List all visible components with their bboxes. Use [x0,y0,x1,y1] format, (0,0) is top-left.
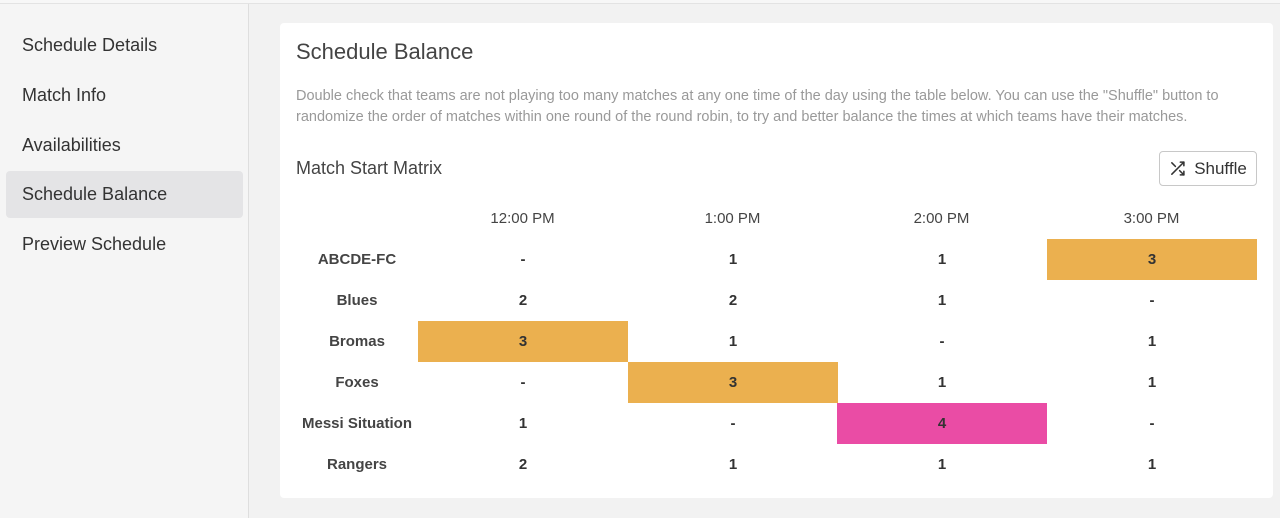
row-header: Foxes [335,374,379,391]
matrix-cell: 3 [628,362,838,403]
matrix-cell: 2 [728,292,738,309]
shuffle-icon [1171,161,1185,176]
matrix-title: Match Start Matrix [296,158,443,178]
matrix-cell: 1 [728,251,738,268]
row-header: ABCDE-FC [317,251,397,268]
matrix-cell: 1 [937,456,947,473]
matrix-cell: 1 [518,415,528,432]
sidebar-item-schedule-balance[interactable]: Schedule Balance [6,171,243,218]
page-title: Schedule Balance [296,39,474,64]
matrix-cell: - [520,374,526,391]
row-header: Bromas [329,333,385,350]
matrix-cell: 1 [728,456,738,473]
matrix-cell: 4 [837,403,1047,444]
column-header: 1:00 PM [704,210,761,227]
matrix-cell: - [1149,415,1155,432]
matrix-cell: 1 [1147,333,1157,350]
column-header: 12:00 PM [490,210,555,227]
matrix-cell: 1 [728,333,738,350]
matrix-cell: 2 [518,456,528,473]
matrix-cell: 1 [1147,456,1157,473]
main-content: Schedule Balance Double check that teams… [250,4,1280,518]
sidebar-item-match-info[interactable]: Match Info [22,85,107,105]
matrix-cell: 1 [1147,374,1157,391]
matrix-cell: - [939,333,945,350]
sidebar-item-availabilities[interactable]: Availabilities [22,135,121,155]
matrix-cell: 2 [518,292,528,309]
column-header: 2:00 PM [913,210,970,227]
shuffle-button[interactable]: Shuffle [1159,151,1257,186]
top-border [0,0,1280,4]
matrix-cell: 3 [1047,239,1257,280]
row-header: Blues [336,292,378,309]
matrix-cell: 1 [937,374,947,391]
row-header: Messi Situation [301,415,413,432]
sidebar: Schedule Details Match Info Availabiliti… [0,4,249,518]
matrix-cell: - [520,251,526,268]
matrix-cell: - [730,415,736,432]
sidebar-item-preview-schedule[interactable]: Preview Schedule [22,234,167,254]
column-header: 3:00 PM [1123,210,1180,227]
matrix-cell: 1 [937,251,947,268]
schedule-balance-card: Schedule Balance Double check that teams… [280,23,1273,498]
matrix-cell: - [1149,292,1155,309]
row-header: Rangers [326,456,388,473]
matrix-cell: 3 [418,321,628,362]
matrix-cell: 1 [937,292,947,309]
sidebar-item-schedule-details[interactable]: Schedule Details [22,35,158,55]
description-text: Double check that teams are not playing … [296,88,1219,125]
shuffle-label: Shuffle [1194,158,1247,178]
